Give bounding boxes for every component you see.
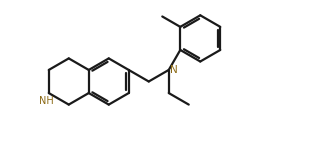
Text: N: N <box>170 65 177 75</box>
Text: NH: NH <box>39 96 54 106</box>
